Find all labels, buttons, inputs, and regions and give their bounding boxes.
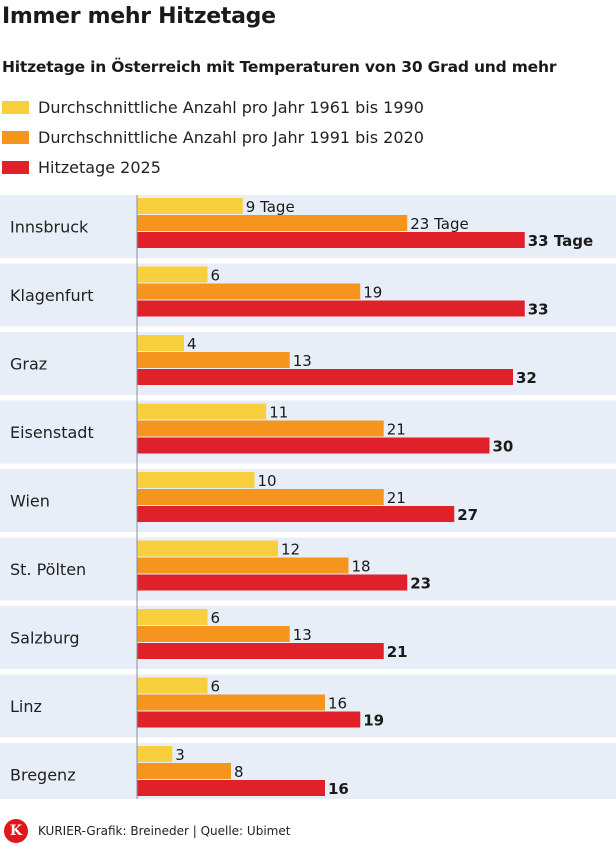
- bar-st-poelten-series-3: [137, 574, 408, 591]
- bar-chart: Innsbruck 9 Tage 23 Tage 33 Tage Klagenfurt 6…: [0, 195, 616, 799]
- kurier-logo: K: [4, 819, 28, 843]
- data-label-wien-series-2: 21: [387, 489, 406, 507]
- category-label-innsbruck: Innsbruck: [10, 218, 89, 237]
- category-label-eisenstadt: Eisenstadt: [10, 423, 94, 442]
- legend-swatch-1961-1990: [2, 100, 29, 114]
- bar-wien-series-1: [137, 472, 255, 488]
- data-label-salzburg-series-2: 13: [293, 626, 312, 644]
- data-label-klagenfurt-series-3: 33: [528, 301, 549, 319]
- legend-item-1961-1990: Durchschnittliche Anzahl pro Jahr 1961 b…: [2, 92, 424, 122]
- title: Immer mehr Hitzetage: [2, 4, 276, 29]
- bar-bregenz-series-1: [137, 746, 173, 762]
- category-label-wien: Wien: [10, 492, 50, 511]
- data-label-graz-series-2: 13: [293, 352, 312, 370]
- category-label-bregenz: Bregenz: [10, 766, 76, 785]
- data-label-linz-series-2: 16: [328, 695, 347, 713]
- bar-graz-series-3: [137, 369, 513, 385]
- bar-klagenfurt-series-1: [137, 266, 208, 283]
- bar-st-poelten-series-1: [137, 540, 278, 557]
- bar-klagenfurt-series-2: [137, 283, 361, 300]
- bar-innsbruck-series-3: [137, 232, 525, 248]
- data-label-salzburg-series-3: 21: [387, 643, 408, 661]
- subtitle: Hitzetage in Österreich mit Temperaturen…: [2, 58, 557, 76]
- legend-swatch-2025: [2, 160, 29, 174]
- legend-swatch-1991-2020: [2, 130, 29, 144]
- legend-item-1991-2020: Durchschnittliche Anzahl pro Jahr 1991 b…: [2, 122, 424, 152]
- legend-label-1991-2020: Durchschnittliche Anzahl pro Jahr 1991 b…: [38, 127, 424, 147]
- category-label-graz: Graz: [10, 355, 47, 374]
- data-label-salzburg-series-1: 6: [211, 609, 221, 627]
- bar-innsbruck-series-1: [137, 198, 243, 214]
- data-label-linz-series-3: 19: [363, 712, 384, 730]
- legend: Durchschnittliche Anzahl pro Jahr 1961 b…: [2, 92, 424, 182]
- bar-salzburg-series-2: [137, 626, 290, 642]
- credit-text: KURIER-Grafik: Breineder | Quelle: Ubime…: [38, 824, 291, 838]
- legend-label-2025: Hitzetage 2025: [38, 157, 161, 177]
- bar-graz-series-1: [137, 335, 184, 351]
- bar-eisenstadt-series-2: [137, 420, 384, 437]
- category-label-linz: Linz: [10, 697, 42, 716]
- bar-st-poelten-series-2: [137, 557, 349, 574]
- category-label-klagenfurt: Klagenfurt: [10, 286, 94, 305]
- bar-innsbruck-series-2: [137, 215, 408, 231]
- category-label-st-poelten: St. Pölten: [10, 560, 86, 579]
- data-label-bregenz-series-2: 8: [234, 763, 244, 781]
- legend-item-2025: Hitzetage 2025: [2, 152, 424, 182]
- data-label-graz-series-3: 32: [516, 369, 537, 387]
- data-label-eisenstadt-series-2: 21: [387, 421, 406, 439]
- data-label-bregenz-series-1: 3: [175, 746, 185, 764]
- data-label-wien-series-3: 27: [457, 506, 478, 524]
- data-label-st-poelten-series-2: 18: [352, 558, 371, 576]
- bar-bregenz-series-2: [137, 763, 231, 779]
- bar-linz-series-2: [137, 694, 325, 711]
- bar-wien-series-2: [137, 489, 384, 505]
- data-label-eisenstadt-series-1: 11: [269, 404, 288, 422]
- data-label-innsbruck-series-1: 9 Tage: [246, 198, 295, 216]
- bar-salzburg-series-1: [137, 609, 208, 625]
- bar-bregenz-series-3: [137, 780, 325, 796]
- legend-label-1961-1990: Durchschnittliche Anzahl pro Jahr 1961 b…: [38, 97, 424, 117]
- data-label-graz-series-1: 4: [187, 335, 197, 353]
- footer: K KURIER-Grafik: Breineder | Quelle: Ubi…: [4, 819, 290, 843]
- data-label-st-poelten-series-3: 23: [410, 575, 431, 593]
- category-label-salzburg: Salzburg: [10, 629, 80, 648]
- bar-eisenstadt-series-3: [137, 437, 490, 454]
- bar-salzburg-series-3: [137, 643, 384, 659]
- data-label-innsbruck-series-3: 33 Tage: [528, 232, 593, 250]
- bar-klagenfurt-series-3: [137, 300, 525, 317]
- bar-linz-series-3: [137, 711, 361, 728]
- data-label-eisenstadt-series-3: 30: [493, 438, 514, 456]
- bar-linz-series-1: [137, 677, 208, 694]
- data-label-bregenz-series-3: 16: [328, 780, 349, 798]
- data-label-klagenfurt-series-1: 6: [211, 267, 221, 285]
- data-label-innsbruck-series-2: 23 Tage: [410, 215, 468, 233]
- data-label-st-poelten-series-1: 12: [281, 541, 300, 559]
- data-label-linz-series-1: 6: [211, 678, 221, 696]
- bar-eisenstadt-series-1: [137, 403, 267, 420]
- bar-graz-series-2: [137, 352, 290, 368]
- bar-wien-series-3: [137, 506, 455, 522]
- data-label-klagenfurt-series-2: 19: [363, 284, 382, 302]
- data-label-wien-series-1: 10: [258, 472, 277, 490]
